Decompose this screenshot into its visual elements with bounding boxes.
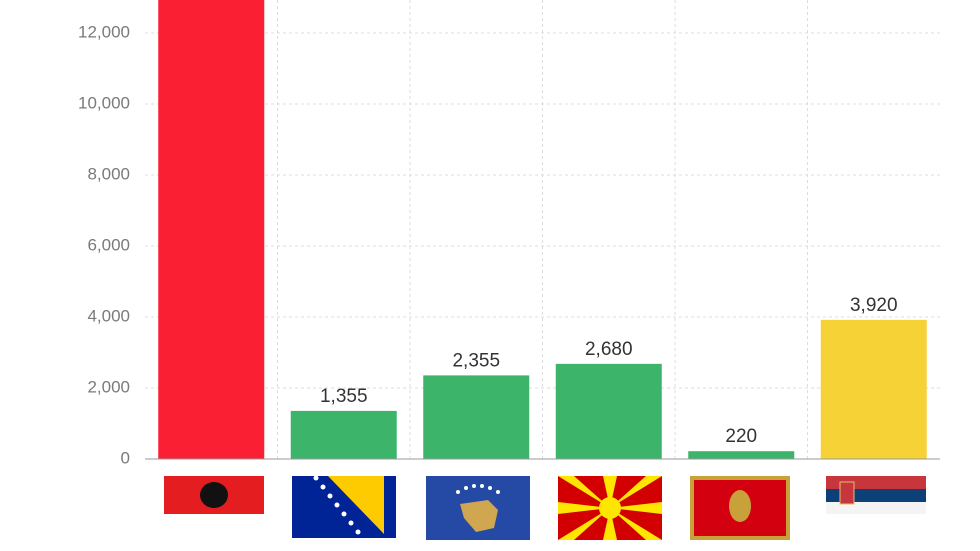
y-tick-label: 6,000 [87, 235, 130, 254]
value-label: 3,920 [850, 295, 898, 316]
bar [820, 319, 927, 459]
labels: 0 2,000 4,000 6,000 8,000 10,000 12,000 1,355 2,… [78, 22, 898, 467]
y-tick-label: 8,000 [87, 164, 130, 183]
grid [145, 0, 940, 459]
y-tick-label: 2,000 [87, 377, 130, 396]
y-tick-label: 4,000 [87, 306, 130, 325]
flag-bosnia [292, 475, 396, 538]
flag-montenegro [690, 476, 790, 540]
bar [158, 0, 265, 460]
value-label: 2,355 [452, 350, 500, 371]
y-tick-label: 12,000 [78, 22, 130, 41]
bar [688, 451, 795, 459]
y-tick-label: 10,000 [78, 93, 130, 112]
bar [423, 375, 530, 459]
bar [290, 410, 397, 459]
y-tick-label: 0 [121, 448, 130, 467]
bars [158, 0, 927, 460]
flag-serbia [826, 476, 926, 514]
value-label: 2,680 [585, 339, 633, 360]
value-label: 220 [725, 426, 757, 447]
flag-kosovo [426, 476, 530, 540]
value-label: 1,355 [320, 386, 368, 407]
flag-albania [164, 476, 264, 514]
bar [555, 363, 662, 459]
flags [164, 475, 926, 540]
flag-macedonia [558, 476, 662, 540]
